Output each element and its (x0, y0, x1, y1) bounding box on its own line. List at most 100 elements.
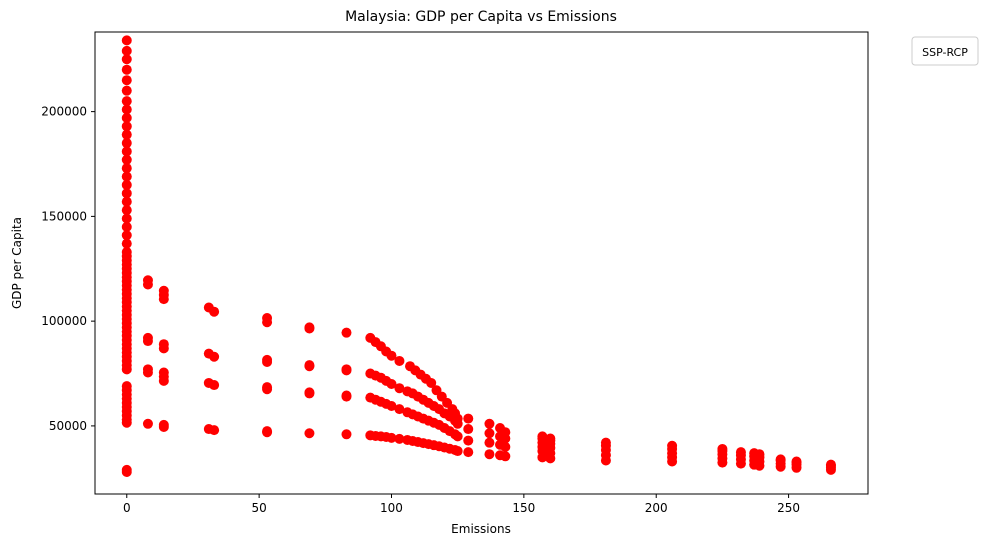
data-point (121, 154, 132, 165)
data-point (121, 85, 132, 96)
data-point (262, 382, 273, 393)
data-points (121, 35, 836, 477)
data-point (341, 429, 352, 440)
data-point (121, 104, 132, 115)
data-point (121, 146, 132, 157)
data-point (121, 54, 132, 65)
data-point (121, 163, 132, 174)
data-point (386, 401, 397, 411)
data-point (142, 418, 153, 429)
data-point (121, 45, 132, 56)
data-point (825, 459, 836, 470)
data-point (735, 447, 746, 458)
data-point (500, 427, 511, 438)
y-tick-label: 50000 (49, 419, 87, 433)
data-point (341, 390, 352, 401)
data-point (717, 443, 728, 454)
data-point (158, 419, 169, 430)
data-point (262, 426, 273, 437)
data-point (158, 285, 169, 296)
data-point (452, 413, 463, 424)
data-point (121, 196, 132, 207)
data-point (121, 464, 132, 475)
data-point (394, 355, 405, 366)
data-point (463, 435, 474, 446)
data-point (121, 188, 132, 199)
x-tick-label: 100 (380, 501, 403, 515)
data-point (304, 387, 315, 398)
data-point (537, 431, 548, 442)
y-tick-label: 200000 (41, 105, 87, 119)
data-point (121, 112, 132, 123)
data-point (121, 179, 132, 190)
data-point (484, 449, 495, 460)
data-point (341, 327, 352, 338)
legend-title: SSP-RCP (922, 46, 968, 59)
data-point (463, 413, 474, 424)
legend-box (911, 36, 979, 66)
data-point (121, 213, 132, 224)
data-point (394, 433, 405, 444)
data-point (304, 360, 315, 371)
data-point (386, 432, 397, 443)
y-tick-label: 150000 (41, 209, 87, 223)
data-point (394, 383, 405, 394)
data-point (121, 171, 132, 182)
data-point (121, 129, 132, 140)
x-tick-label: 50 (251, 501, 266, 515)
data-point (209, 425, 220, 436)
data-point (500, 441, 511, 452)
data-point (386, 350, 397, 361)
data-point (121, 247, 132, 257)
data-point (386, 379, 397, 389)
data-point (121, 381, 132, 392)
data-point (262, 313, 273, 323)
y-axis-label: GDP per Capita (10, 217, 24, 309)
data-point (463, 447, 474, 458)
y-axis-ticks: 50000 100000 150000 200000 (41, 105, 95, 433)
data-point (754, 449, 765, 460)
plot-frame (94, 31, 869, 495)
y-tick-label: 100000 (41, 314, 87, 328)
data-point (121, 75, 132, 86)
data-point (452, 446, 463, 457)
data-point (341, 364, 352, 375)
data-point (209, 351, 220, 362)
data-point (121, 96, 132, 107)
data-point (121, 138, 132, 149)
data-point (121, 121, 132, 132)
data-point (158, 339, 169, 350)
data-point (209, 306, 220, 317)
data-point (545, 433, 556, 444)
x-tick-label: 250 (777, 501, 800, 515)
data-point (426, 377, 437, 388)
data-point (394, 404, 405, 415)
data-point (484, 437, 495, 448)
x-tick-label: 200 (645, 501, 668, 515)
data-point (484, 428, 495, 439)
data-point (121, 205, 132, 216)
x-tick-label: 150 (512, 501, 535, 515)
data-point (484, 418, 495, 429)
x-tick-label: 0 (123, 501, 131, 515)
legend: SSP-RCP (911, 36, 979, 66)
data-point (667, 440, 678, 451)
data-point (791, 456, 802, 467)
data-point (121, 221, 132, 232)
data-point (121, 238, 132, 249)
data-point (304, 322, 315, 333)
x-axis-label: Emissions (451, 522, 511, 536)
data-point (209, 380, 220, 391)
data-point (142, 275, 153, 286)
data-point (463, 424, 474, 435)
data-point (262, 354, 273, 365)
x-axis-ticks: 0 50 100 150 200 250 (123, 494, 800, 515)
data-point (121, 230, 132, 241)
data-point (304, 428, 315, 439)
data-point (775, 454, 786, 465)
data-point (142, 332, 153, 343)
data-point (500, 451, 511, 462)
data-point (121, 64, 132, 75)
